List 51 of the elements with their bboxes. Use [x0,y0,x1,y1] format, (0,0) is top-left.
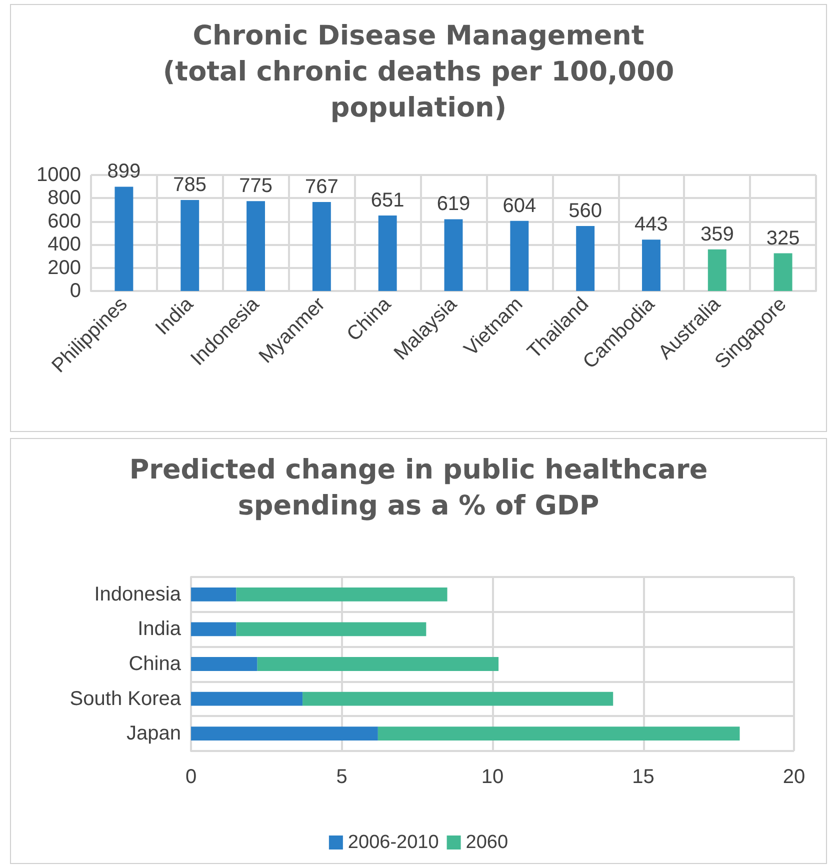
data-label: 325 [766,227,800,250]
data-label: 560 [568,200,602,222]
bar [708,249,726,291]
x-tick-label: 5 [336,766,348,788]
bar [236,587,448,602]
bar [191,587,236,602]
bar [114,186,134,291]
y-tick-label: China [128,653,182,675]
bar [257,657,499,671]
bar [378,726,740,741]
y-tick-label: 600 [48,210,81,232]
data-label: 775 [239,175,272,198]
bar [378,215,397,291]
bar [774,253,792,291]
x-tick-label: 0 [185,766,197,788]
chart-title: Predicted change in public healthcare spending as a % of GDP [129,454,708,522]
bar [180,200,200,291]
y-tick-label: South Korea [70,688,182,710]
y-tick-label: 400 [48,234,81,256]
y-tick-label: India [138,618,182,640]
x-tick-label: 10 [481,766,504,788]
bar [510,220,529,291]
data-label: 899 [107,160,141,183]
bar [191,726,378,741]
legend-label: 2060 [466,832,508,853]
data-label: 604 [502,194,536,217]
chart-title: Chronic Disease Management (total chronic deaths per 100,000 population) [162,20,674,124]
y-tick-label: 800 [48,187,81,210]
data-label: 785 [173,174,207,196]
y-tick-label: Indonesia [94,583,182,606]
bar [312,202,331,291]
y-tick-label: 1000 [36,164,81,186]
bar [576,226,595,291]
data-label: 443 [634,214,668,236]
bar [444,219,463,291]
data-label: 767 [304,176,338,198]
data-label: 359 [700,223,734,246]
data-label: 619 [436,193,470,216]
bar [191,657,258,671]
bar [302,692,614,706]
bar [236,622,426,636]
bar [191,622,236,636]
data-label: 651 [370,189,404,212]
x-tick-label: 15 [632,766,654,788]
y-tick-label: Japan [126,722,181,745]
x-tick-label: 20 [782,766,806,788]
legend-label: 2006-2010 [348,832,439,853]
bar [642,240,660,291]
bar [246,201,265,291]
bar [191,692,303,706]
y-tick-label: 200 [48,256,81,279]
